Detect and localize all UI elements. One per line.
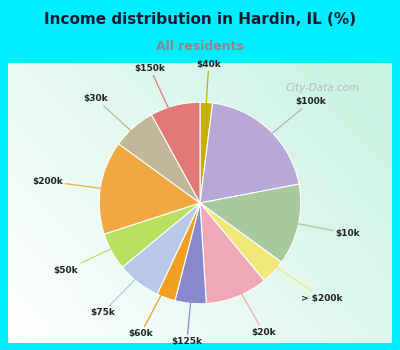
Wedge shape <box>200 103 299 203</box>
Text: $100k: $100k <box>243 97 326 158</box>
Text: $150k: $150k <box>134 64 184 142</box>
Wedge shape <box>157 203 200 301</box>
Wedge shape <box>200 102 213 203</box>
Wedge shape <box>99 144 200 234</box>
Text: $200k: $200k <box>32 177 138 193</box>
Wedge shape <box>200 184 301 262</box>
Text: All residents: All residents <box>156 40 244 53</box>
Text: $10k: $10k <box>261 217 360 238</box>
Wedge shape <box>200 203 282 281</box>
Text: $125k: $125k <box>172 265 202 346</box>
Text: $20k: $20k <box>223 261 276 337</box>
Wedge shape <box>104 203 200 267</box>
Text: $50k: $50k <box>54 233 145 274</box>
Text: $60k: $60k <box>128 262 179 338</box>
Wedge shape <box>118 115 200 203</box>
Text: > $200k: > $200k <box>246 246 343 303</box>
Text: $30k: $30k <box>83 94 159 156</box>
Text: $75k: $75k <box>90 252 162 317</box>
Text: $40k: $40k <box>196 60 221 141</box>
Wedge shape <box>152 102 200 203</box>
Text: City-Data.com: City-Data.com <box>286 83 360 93</box>
Text: Income distribution in Hardin, IL (%): Income distribution in Hardin, IL (%) <box>44 12 356 27</box>
Wedge shape <box>200 203 264 303</box>
Wedge shape <box>122 203 200 294</box>
Wedge shape <box>175 203 206 304</box>
